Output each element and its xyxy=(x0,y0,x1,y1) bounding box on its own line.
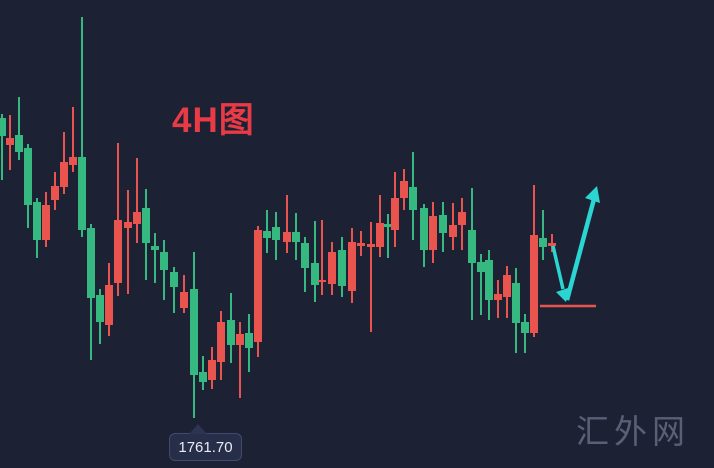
price-low-tooltip: 1761.70 xyxy=(169,424,242,461)
candle-wick xyxy=(154,233,156,283)
candle-body xyxy=(539,238,547,247)
candle-body xyxy=(530,235,538,333)
timeframe-label: 4H图 xyxy=(172,101,255,140)
candle-body xyxy=(236,334,244,345)
candle-body xyxy=(217,322,225,362)
candle-body xyxy=(199,372,207,382)
candle-body xyxy=(458,212,466,225)
candle-wick xyxy=(136,158,138,243)
candle-wick xyxy=(321,220,323,295)
candle-body xyxy=(311,263,319,285)
candle-body xyxy=(548,243,556,246)
candle-wick xyxy=(72,107,74,172)
candle-body xyxy=(494,294,502,300)
candle-body xyxy=(245,333,253,348)
candle-wick xyxy=(1,114,3,180)
candle-body xyxy=(503,275,511,297)
watermark: 汇外网 xyxy=(576,413,690,450)
candle-wick xyxy=(480,254,482,315)
candle-body xyxy=(170,272,178,287)
candle-body xyxy=(133,212,141,224)
candle-body xyxy=(124,222,132,228)
candle-body xyxy=(468,230,476,263)
candle-wick xyxy=(542,210,544,260)
candle-body xyxy=(105,285,113,325)
candle-body xyxy=(51,186,59,200)
candle-body xyxy=(142,208,150,243)
candle-body xyxy=(409,187,417,210)
candle-body xyxy=(318,280,326,282)
candle-wick xyxy=(286,195,288,253)
price-low-value: 1761.70 xyxy=(178,438,233,456)
candle-body xyxy=(33,202,41,240)
candle-body xyxy=(367,244,375,247)
candle-body xyxy=(151,246,159,250)
candle-body xyxy=(376,223,384,247)
candle-body xyxy=(429,216,437,250)
candle-body xyxy=(0,118,6,136)
candle-body xyxy=(24,148,32,205)
candle-wick xyxy=(239,322,241,398)
candle-body xyxy=(439,215,447,233)
candle-body xyxy=(485,260,493,300)
candle-wick xyxy=(314,221,316,302)
candle-wick xyxy=(524,314,526,353)
candle-body xyxy=(521,322,529,333)
candle-body xyxy=(449,225,457,237)
candle-body xyxy=(160,252,168,270)
candle-body xyxy=(208,360,216,380)
candle-body xyxy=(190,289,198,375)
candle-body xyxy=(328,252,336,284)
candle-body xyxy=(477,262,485,272)
candle-body xyxy=(263,231,271,238)
candle-body xyxy=(283,232,291,242)
candle-body xyxy=(114,220,122,283)
candle-body xyxy=(272,227,280,240)
candle-body xyxy=(391,198,399,230)
candle-body xyxy=(78,157,86,230)
candle-body xyxy=(227,320,235,345)
candle-body xyxy=(15,135,23,152)
candle-wick xyxy=(127,190,129,294)
candle-body xyxy=(42,205,50,240)
candle-body xyxy=(357,243,365,246)
candle-wick xyxy=(370,222,372,332)
candle-body xyxy=(292,232,300,242)
tooltip-pointer-icon xyxy=(189,424,207,434)
candle-body xyxy=(6,138,14,145)
candle-wick xyxy=(18,97,20,160)
candle-wick xyxy=(81,17,83,237)
candle-body xyxy=(60,162,68,187)
candle-body xyxy=(348,242,356,291)
candle-body xyxy=(512,283,520,323)
candle-wick xyxy=(387,214,389,258)
candle-body xyxy=(400,181,408,198)
candle-wick xyxy=(117,143,119,296)
candle-body xyxy=(96,295,104,322)
candle-body xyxy=(384,224,392,227)
candle-body xyxy=(338,250,346,286)
candle-wick xyxy=(173,267,175,313)
candle-body xyxy=(301,243,309,268)
candle-body xyxy=(87,228,95,298)
candle-body xyxy=(180,292,188,308)
candle-wick xyxy=(163,240,165,300)
candle-body xyxy=(254,230,262,342)
candle-body xyxy=(420,208,428,250)
candle-body xyxy=(69,157,77,165)
